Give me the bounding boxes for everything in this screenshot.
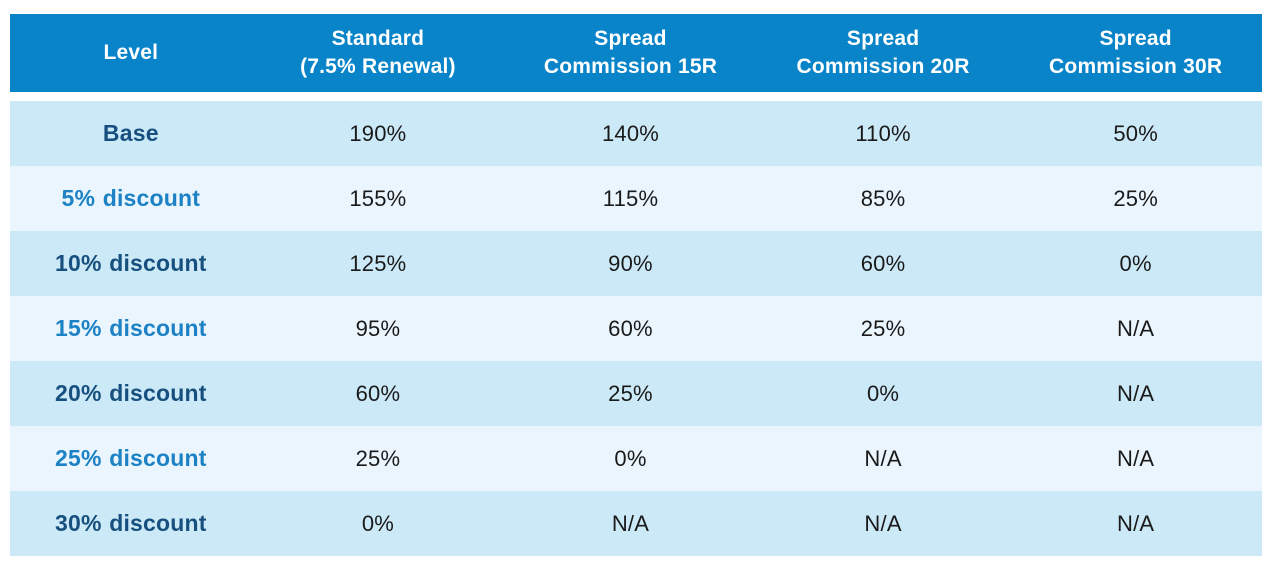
header-standard-line2: (7.5% Renewal): [300, 55, 456, 78]
header-spread-30r: Spread Commission 30R: [1009, 14, 1262, 92]
row-label-rest: discount: [109, 445, 207, 471]
header-level-line1: Level: [103, 40, 159, 64]
cell-value: 115%: [602, 185, 659, 211]
row-label-rest: discount: [109, 510, 207, 536]
cell-value: N/A: [611, 510, 650, 536]
row-label-strong: 20%: [54, 380, 102, 406]
cell-value: N/A: [1117, 315, 1155, 341]
cell-value: 155%: [349, 185, 407, 211]
cell-value: 60%: [608, 315, 653, 341]
header-spread-20r-line1: Spread: [846, 26, 920, 50]
table-row-20-discount: 20% discount 60% 25% 0% N/A: [10, 361, 1262, 426]
cell-value: N/A: [864, 510, 902, 536]
row-label-strong: 30%: [54, 510, 102, 536]
row-label: 20% discount: [10, 361, 252, 426]
cell-value: 0%: [866, 380, 900, 406]
header-standard-line1: Standard: [331, 26, 425, 50]
cell-value: 25%: [355, 445, 401, 471]
table-row-base: Base 190% 140% 110% 50%: [10, 101, 1262, 166]
cell-value: 85%: [860, 185, 906, 211]
cell-value: 110%: [855, 120, 911, 146]
cell-value: 50%: [1113, 120, 1158, 146]
cell-value: 0%: [361, 510, 395, 536]
row-label: 5% discount: [10, 166, 252, 231]
cell-value: N/A: [1117, 445, 1155, 471]
row-label-strong: 10%: [54, 250, 102, 276]
header-level: Level: [10, 14, 252, 92]
cell-value: 60%: [860, 250, 906, 276]
table-row-10-discount: 10% discount 125% 90% 60% 0%: [10, 231, 1262, 296]
row-label-strong: 5%: [61, 185, 96, 211]
cell-value: 90%: [608, 250, 653, 276]
cell-value: 0%: [614, 445, 647, 471]
header-spread-20r-line2: Commission 20R: [796, 55, 970, 78]
row-label-strong: Base: [102, 120, 159, 146]
header-spread-30r-line2: Commission 30R: [1049, 55, 1223, 78]
header-standard: Standard (7.5% Renewal): [252, 14, 505, 92]
cell-value: 25%: [860, 315, 906, 341]
row-label: 15% discount: [10, 296, 252, 361]
header-spread-30r-line1: Spread: [1099, 26, 1172, 50]
cell-value: 25%: [608, 380, 653, 406]
row-label-rest: discount: [109, 315, 207, 341]
cell-value: 25%: [1113, 185, 1158, 211]
row-label: Base: [10, 101, 252, 166]
cell-value: N/A: [1117, 380, 1155, 406]
commission-table: Level Standard (7.5% Renewal) Spread Com…: [10, 14, 1262, 556]
cell-value: 60%: [355, 380, 401, 406]
row-label: 30% discount: [10, 491, 252, 556]
row-label-strong: 25%: [54, 445, 102, 471]
cell-value: 125%: [349, 250, 407, 276]
cell-value: N/A: [864, 445, 902, 471]
header-spread-15r: Spread Commission 15R: [504, 14, 757, 92]
cell-value: 95%: [355, 315, 401, 341]
table-body: Base 190% 140% 110% 50% 5% discount 155%…: [10, 101, 1262, 556]
table-header-row: Level Standard (7.5% Renewal) Spread Com…: [10, 14, 1262, 92]
row-label-rest: discount: [109, 380, 207, 406]
row-label-strong: 15%: [54, 315, 102, 341]
row-label-rest: discount: [109, 250, 207, 276]
row-label: 25% discount: [10, 426, 252, 491]
row-label-rest: discount: [102, 185, 201, 211]
cell-value: N/A: [1117, 510, 1155, 536]
table-row-15-discount: 15% discount 95% 60% 25% N/A: [10, 296, 1262, 361]
cell-value: 190%: [349, 120, 407, 146]
cell-value: 0%: [1119, 250, 1152, 276]
table-row-25-discount: 25% discount 25% 0% N/A N/A: [10, 426, 1262, 491]
cell-value: 140%: [601, 120, 660, 146]
table-row-5-discount: 5% discount 155% 115% 85% 25%: [10, 166, 1262, 231]
header-spread-15r-line1: Spread: [594, 26, 667, 50]
row-label: 10% discount: [10, 231, 252, 296]
header-spread-15r-line2: Commission 15R: [543, 55, 718, 78]
header-spread-20r: Spread Commission 20R: [757, 14, 1010, 92]
table-row-30-discount: 30% discount 0% N/A N/A N/A: [10, 491, 1262, 556]
